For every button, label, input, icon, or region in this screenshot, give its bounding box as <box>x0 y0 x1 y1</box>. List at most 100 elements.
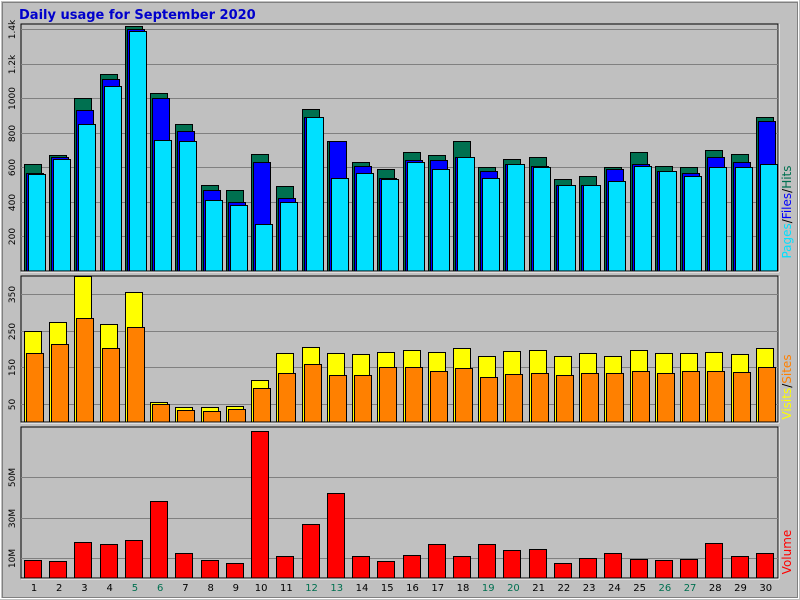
bar-sites-day-9 <box>228 409 246 423</box>
x-tick-label: 17 <box>431 583 444 594</box>
x-tick-label: 2 <box>56 583 62 594</box>
bar-volume-day-25 <box>630 559 648 579</box>
bar-volume-day-12 <box>302 524 320 579</box>
bar-pages-day-24 <box>608 181 626 272</box>
bar-sites-day-23 <box>581 373 599 423</box>
bar-pages-day-6 <box>154 140 172 272</box>
bar-pages-day-4 <box>104 86 122 272</box>
bar-sites-day-10 <box>253 388 271 423</box>
x-tick-label: 18 <box>457 583 470 594</box>
plot-area-bottom <box>20 426 779 579</box>
x-tick-label: 4 <box>107 583 113 594</box>
y-tick-label: 600 <box>8 159 18 176</box>
bar-sites-day-4 <box>102 348 120 423</box>
y-tick-label: 50M <box>8 468 18 487</box>
bar-volume-day-6 <box>150 501 168 579</box>
y-tick-label: 400 <box>8 194 18 211</box>
bar-pages-day-5 <box>129 31 147 272</box>
x-tick-label: 7 <box>182 583 188 594</box>
bar-volume-day-11 <box>276 556 294 579</box>
x-tick-label: 13 <box>330 583 343 594</box>
x-tick-label: 24 <box>608 583 621 594</box>
x-tick-label: 1 <box>31 583 37 594</box>
bar-volume-day-19 <box>478 544 496 579</box>
bar-volume-day-2 <box>49 561 67 579</box>
bar-sites-day-3 <box>76 318 94 423</box>
x-tick-label: 6 <box>157 583 163 594</box>
bar-pages-day-20 <box>507 164 525 272</box>
axis-title-part: Visits <box>780 388 794 420</box>
bar-volume-day-3 <box>74 542 92 579</box>
bar-volume-day-24 <box>604 553 622 579</box>
bar-pages-day-12 <box>306 117 324 272</box>
y-axis-title-bottom: Volume <box>780 530 794 575</box>
bar-volume-day-14 <box>352 556 370 579</box>
bar-volume-day-30 <box>756 553 774 579</box>
bar-sites-day-30 <box>758 367 776 423</box>
bar-volume-day-21 <box>529 549 547 579</box>
bar-volume-day-29 <box>731 556 749 579</box>
bar-pages-day-15 <box>381 179 399 272</box>
x-tick-label: 14 <box>356 583 369 594</box>
y-tick-label: 150 <box>8 359 18 376</box>
bar-pages-day-29 <box>735 167 753 272</box>
y-tick-label: 250 <box>8 323 18 340</box>
x-tick-label: 21 <box>532 583 545 594</box>
bar-sites-day-18 <box>455 368 473 423</box>
bar-volume-day-4 <box>100 544 118 579</box>
bar-volume-day-20 <box>503 550 521 579</box>
bar-sites-day-22 <box>556 375 574 423</box>
panel-middle: 50 150 250 350 Visits/Sites <box>8 275 794 424</box>
axis-title-part: / <box>780 218 794 223</box>
y-tick-label: 800 <box>8 125 18 142</box>
bar-volume-day-23 <box>579 558 597 579</box>
bar-pages-day-25 <box>634 166 652 272</box>
x-tick-label: 8 <box>207 583 213 594</box>
x-tick-label: 22 <box>558 583 571 594</box>
bar-sites-day-25 <box>632 371 650 423</box>
bar-pages-day-14 <box>356 173 374 272</box>
y-tick-label: 1.2k <box>8 54 18 74</box>
bar-sites-day-6 <box>152 404 170 423</box>
bar-volume-day-13 <box>327 493 345 579</box>
bar-sites-day-27 <box>682 371 700 423</box>
x-tick-label: 16 <box>406 583 419 594</box>
bar-sites-day-5 <box>127 327 145 423</box>
bar-volume-day-15 <box>377 561 395 579</box>
axis-title-part: Volume <box>780 530 794 575</box>
bar-pages-day-9 <box>230 205 248 272</box>
axis-title-part: / <box>780 383 794 388</box>
x-tick-label: 11 <box>280 583 293 594</box>
bar-pages-day-30 <box>760 164 778 272</box>
y-tick-label: 200 <box>8 228 18 245</box>
y-tick-label: 10M <box>8 549 18 568</box>
bar-sites-day-14 <box>354 375 372 423</box>
bar-sites-day-2 <box>51 344 69 423</box>
x-tick-label: 9 <box>233 583 239 594</box>
bar-pages-day-2 <box>53 159 71 272</box>
axis-title-part: Hits <box>780 165 794 188</box>
bar-pages-day-8 <box>205 200 223 272</box>
y-tick-label: 30M <box>8 509 18 528</box>
chart-panels: 20040060080010001.2k1.4kPages/Files/Hits… <box>8 19 794 580</box>
bar-sites-day-28 <box>707 371 725 423</box>
bar-volume-day-28 <box>705 543 723 579</box>
bar-sites-day-26 <box>657 373 675 423</box>
bar-pages-day-27 <box>684 176 702 272</box>
bar-sites-day-1 <box>26 353 44 423</box>
plot-area-middle <box>20 275 779 423</box>
bar-sites-day-7 <box>177 410 195 423</box>
bar-volume-day-1 <box>24 560 42 579</box>
bar-pages-day-7 <box>179 141 197 272</box>
x-tick-label: 20 <box>507 583 520 594</box>
bar-volume-day-7 <box>175 553 193 579</box>
bar-sites-day-13 <box>329 375 347 423</box>
bar-pages-day-28 <box>709 167 727 272</box>
bar-sites-day-11 <box>278 373 296 423</box>
y-axis-title-middle: Visits/Sites <box>780 354 794 419</box>
bar-volume-day-18 <box>453 556 471 579</box>
